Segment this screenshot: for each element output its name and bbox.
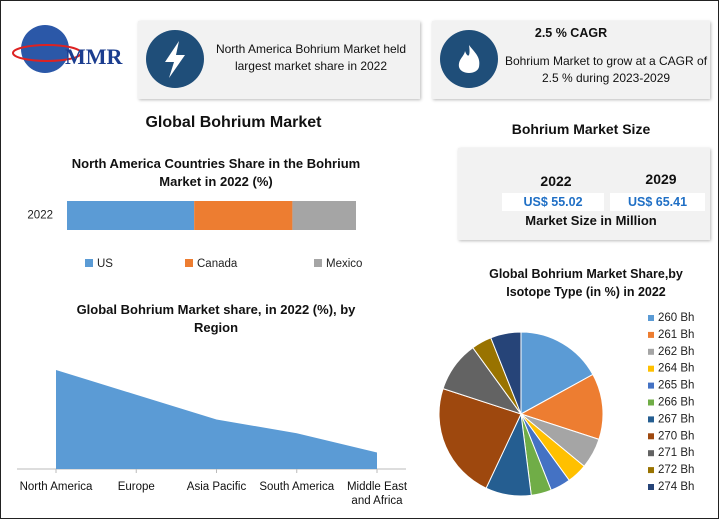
legend-swatch [648, 467, 654, 474]
legend-swatch [85, 259, 93, 267]
legend-swatch [648, 484, 654, 490]
legend-label: 260 Bh [658, 312, 694, 324]
highlight-text: North America Bohrium Market held larges… [215, 42, 407, 73]
legend-label: 261 Bh [658, 329, 694, 341]
bolt-icon [165, 41, 185, 78]
x-tick-label: Europe [117, 481, 155, 493]
legend-label: 272 Bh [658, 464, 694, 476]
legend-label: 267 Bh [658, 413, 694, 425]
year: 2029 [645, 171, 677, 187]
legend-swatch [314, 259, 322, 267]
legend-swatch [648, 399, 654, 406]
legend-swatch [648, 348, 654, 355]
legend-swatch [185, 259, 193, 267]
legend-swatch [648, 450, 654, 457]
legend-label: Canada [197, 258, 238, 270]
pie-slice [490, 331, 522, 415]
pie-slice [438, 388, 522, 489]
bar-segment [292, 201, 356, 230]
cagr-text: Bohrium Market to grow at a CAGR of 2.5 … [504, 54, 708, 85]
flame-icon [458, 45, 480, 73]
legend-label: 266 Bh [658, 397, 694, 409]
bar-segment [194, 201, 293, 230]
market-size-title: Bohrium Market Size [511, 121, 651, 137]
logo-text: MMR [65, 44, 124, 69]
legend-label: 271 Bh [658, 447, 694, 459]
legend-label: 274 Bh [658, 481, 694, 493]
market-value: US$ 65.41 [610, 193, 705, 211]
chart-title: North America Countries Share in the Boh… [71, 156, 361, 189]
legend-label: Mexico [326, 258, 362, 270]
pie-slice [520, 331, 594, 415]
legend-label: 270 Bh [658, 430, 694, 442]
logo-orbit [12, 44, 82, 62]
area [56, 370, 377, 469]
legend-label: US [97, 258, 113, 270]
main-title: Global Bohrium Market [145, 114, 322, 131]
legend-swatch [648, 433, 654, 440]
pie-slice [519, 373, 604, 440]
legend-swatch [648, 382, 654, 389]
x-tick-label: North America [19, 481, 93, 493]
y-tick-label: 2022 [27, 210, 53, 222]
legend-swatch [648, 416, 654, 423]
x-tick-label: Asia Pacific [186, 481, 247, 493]
market-value: US$ 55.02 [502, 193, 604, 211]
x-tick-label: South America [259, 481, 335, 493]
logo-globe [21, 25, 69, 73]
chart-title: Global Bohrium Market share, in 2022 (%)… [76, 302, 356, 335]
bar-segment [67, 201, 195, 230]
legend-label: 265 Bh [658, 380, 694, 392]
legend-label: 262 Bh [658, 346, 694, 358]
year: 2022 [540, 173, 572, 189]
cagr-title: 2.5 % CAGR [534, 26, 608, 40]
legend-swatch [648, 365, 654, 372]
legend-label: 264 Bh [658, 363, 694, 375]
market-size-caption: Market Size in Million [525, 213, 657, 228]
legend-swatch [648, 315, 654, 321]
chart-title: Global Bohrium Market Share,by Isotope T… [489, 267, 683, 299]
x-tick-label: Middle East and Africa [346, 481, 408, 507]
legend-swatch [648, 331, 654, 338]
